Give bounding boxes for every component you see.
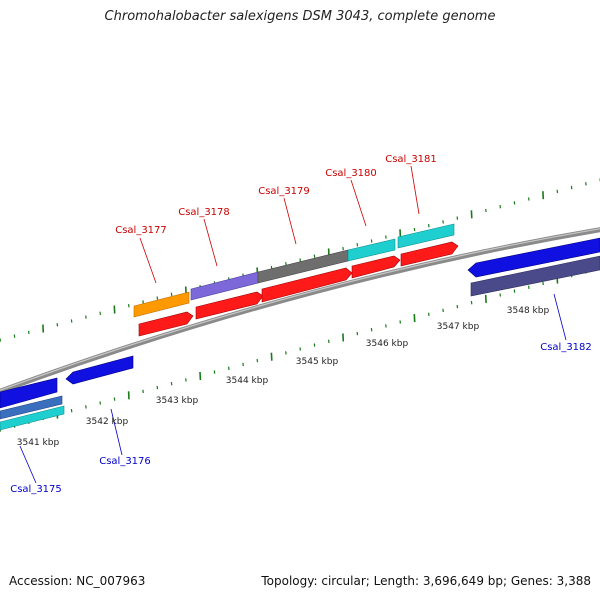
gene-label-csal-3179: Csal_3179 bbox=[258, 186, 310, 197]
feature-cyan-1 bbox=[347, 238, 396, 262]
gene-label-csal-3176: Csal_3176 bbox=[99, 456, 151, 467]
cds-arrow-csal-3180 bbox=[351, 255, 401, 279]
feature-orange bbox=[133, 291, 190, 318]
cds-arrow-csal-3181 bbox=[400, 241, 459, 267]
label-line-csal-3175 bbox=[19, 445, 37, 484]
genome-summary-text: Topology: circular; Length: 3,696,649 bp… bbox=[261, 574, 591, 588]
cds-arrow-csal-3177 bbox=[138, 311, 194, 337]
cds-arrow-csal-3179 bbox=[261, 267, 353, 303]
cds-arrow-csal-3176 bbox=[65, 355, 134, 385]
map-title: Chromohalobacter salexigens DSM 3043, co… bbox=[104, 9, 496, 24]
scale-label-3542: 3542 kbp bbox=[86, 417, 129, 427]
gene-label-csal-3175: Csal_3175 bbox=[10, 484, 62, 495]
upper-tick-track bbox=[0, 178, 600, 342]
genome-backbone bbox=[0, 227, 600, 394]
gene-label-csal-3178: Csal_3178 bbox=[178, 207, 230, 218]
label-line-csal-3179 bbox=[283, 197, 297, 245]
scale-label-3548: 3548 kbp bbox=[507, 306, 550, 316]
gene-label-csal-3177: Csal_3177 bbox=[115, 225, 167, 236]
feature-slate bbox=[470, 255, 600, 297]
label-line-csal-3178 bbox=[203, 218, 218, 267]
cds-arrow-csal-3182 bbox=[467, 237, 600, 278]
feature-steelblue bbox=[0, 395, 63, 420]
scale-label-3545: 3545 kbp bbox=[296, 357, 339, 367]
cds-arrow-csal-3178 bbox=[195, 291, 264, 320]
feature-cyan-2 bbox=[397, 223, 455, 249]
gene-label-csal-3180: Csal_3180 bbox=[325, 168, 377, 179]
feature-cyan-3 bbox=[0, 405, 65, 431]
scale-label-3544: 3544 kbp bbox=[226, 376, 269, 386]
scale-label-3547: 3547 kbp bbox=[437, 322, 480, 332]
genome-backbone-highlight bbox=[0, 228, 600, 391]
label-line-csal-3176 bbox=[110, 408, 123, 456]
scale-label-3546: 3546 kbp bbox=[366, 339, 409, 349]
label-line-csal-3181 bbox=[410, 165, 420, 215]
label-line-csal-3182 bbox=[553, 293, 567, 341]
accession-text: Accession: NC_007963 bbox=[9, 574, 146, 588]
label-line-csal-3177 bbox=[139, 237, 157, 284]
scale-label-3543: 3543 kbp bbox=[156, 396, 199, 406]
scale-label-3541: 3541 kbp bbox=[17, 438, 60, 448]
gene-label-csal-3181: Csal_3181 bbox=[385, 154, 437, 165]
gene-label-csal-3182: Csal_3182 bbox=[540, 342, 592, 353]
label-line-csal-3180 bbox=[350, 179, 367, 227]
cds-arrow-csal-3175 bbox=[0, 377, 58, 409]
